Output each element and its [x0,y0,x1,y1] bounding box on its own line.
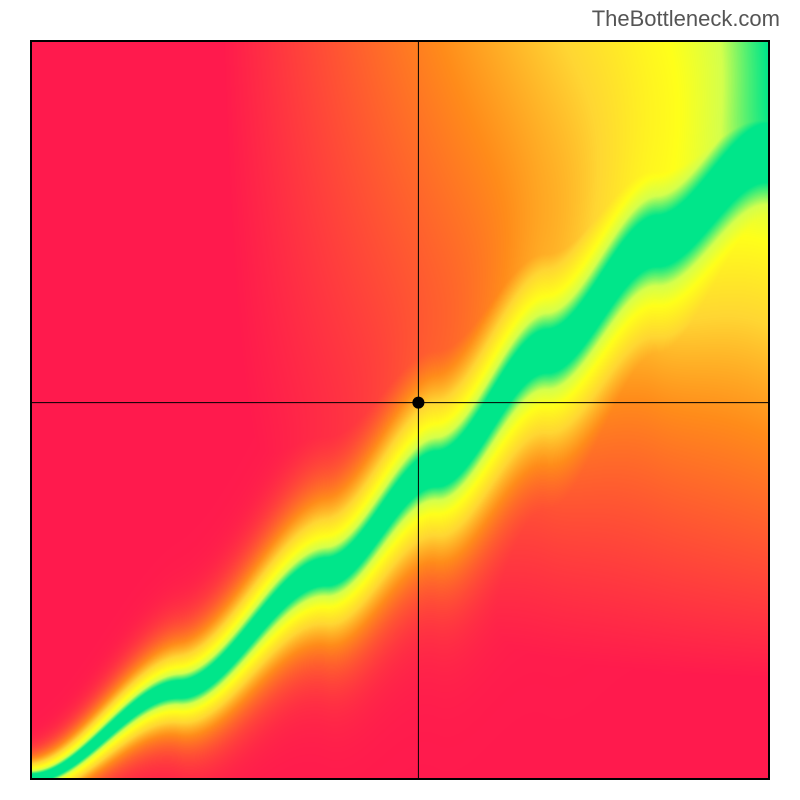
watermark-text: TheBottleneck.com [592,6,780,32]
heatmap-plot-area [30,40,770,780]
chart-container: TheBottleneck.com [0,0,800,800]
heatmap-canvas [32,42,768,778]
